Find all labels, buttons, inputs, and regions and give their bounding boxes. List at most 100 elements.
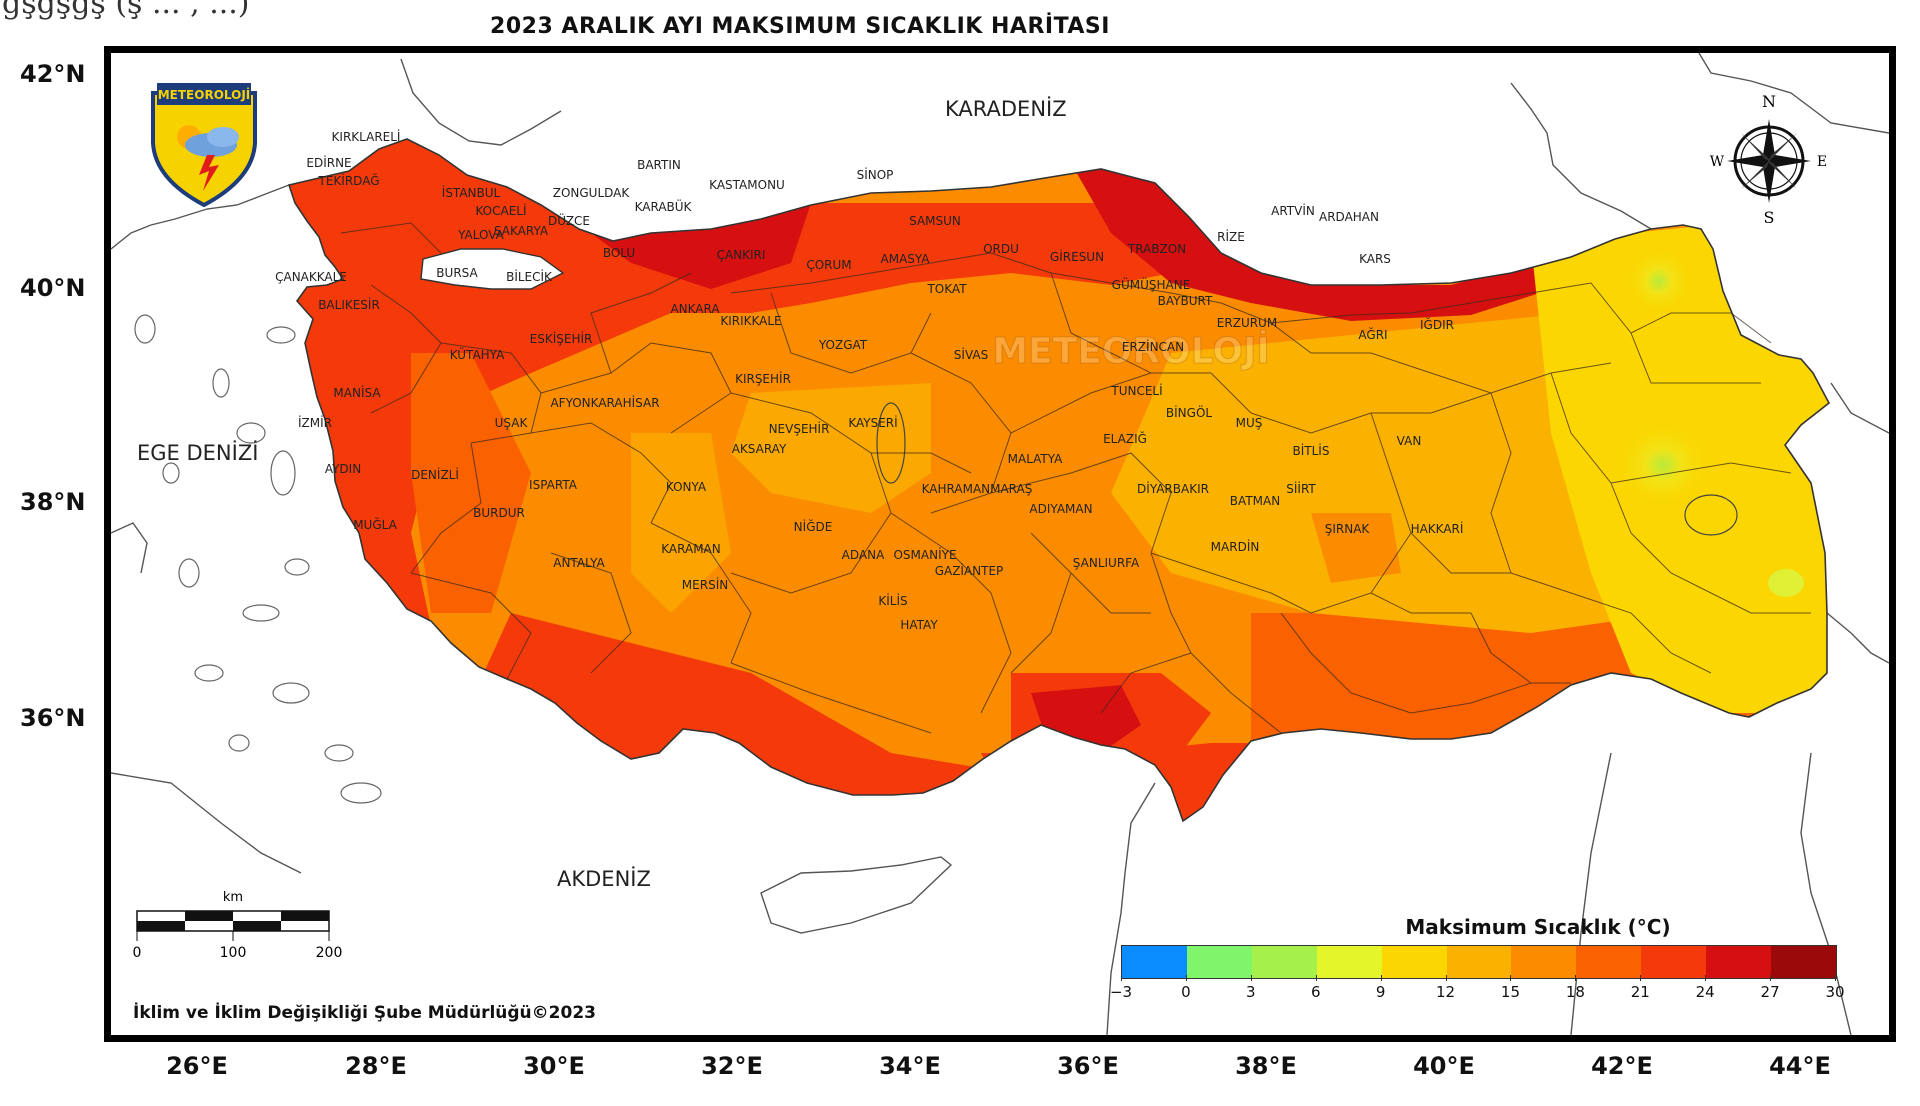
province-label: ŞIRNAK (1324, 522, 1370, 536)
province-label: AYDIN (324, 462, 362, 476)
province-label: BİTLİS (1292, 444, 1330, 458)
province-label: KIRŞEHİR (735, 372, 791, 386)
province-label: ÇORUM (806, 258, 852, 272)
province-label: TOKAT (927, 282, 967, 296)
province-label: HATAY (900, 618, 938, 632)
turkey-outline (287, 138, 1831, 823)
province-label: KAYSERİ (848, 416, 898, 430)
legend-tick-mark (1185, 975, 1187, 981)
province-label: KARAMAN (661, 542, 721, 556)
province-label: KOCAELİ (475, 204, 527, 218)
province-label: BİLECİK (506, 270, 552, 284)
province-label: HAKKARİ (1410, 522, 1464, 536)
province-label: ÇANAKKALE (275, 270, 347, 284)
province-label: UŞAK (494, 416, 528, 430)
legend-tick-label: 30 (1825, 983, 1845, 1001)
province-label: SAMSUN (909, 214, 961, 228)
province-label: BURDUR (473, 506, 525, 520)
province-label: ZONGULDAK (552, 186, 630, 200)
lon-label-38: 38°E (1235, 1052, 1297, 1080)
sea-label-akdeniz: AKDENİZ (557, 867, 651, 891)
province-label: ARTVİN (1271, 204, 1315, 218)
province-label: MANİSA (333, 386, 381, 400)
province-label: ARDAHAN (1319, 210, 1379, 224)
province-label: GAZİANTEP (934, 564, 1004, 578)
province-label: MUŞ (1235, 416, 1263, 430)
province-label: ISPARTA (529, 478, 577, 492)
lake-van (1684, 494, 1738, 536)
province-label: SAKARYA (493, 224, 549, 238)
legend-tick-mark (1835, 975, 1836, 981)
province-label: KIRKLARELİ (331, 130, 401, 144)
map-title: 2023 ARALIK AYI MAKSIMUM SICAKLIK HARİTA… (490, 14, 1110, 39)
legend-swatch (1641, 946, 1707, 978)
province-label: BATMAN (1229, 494, 1281, 508)
lon-label-32: 32°E (701, 1052, 763, 1080)
province-label: BALIKESİR (318, 298, 380, 312)
legend-tick-mark (1445, 975, 1447, 981)
map-frame[interactable]: METEOROLOJİ KARADENİZ EGE DENİZİ AKDENİZ… (104, 46, 1896, 1042)
lon-label-30: 30°E (523, 1052, 585, 1080)
province-label: ELAZIĞ (1103, 432, 1147, 446)
temperature-map[interactable]: METEOROLOJİ (111, 53, 1889, 1035)
legend-title: Maksimum Sıcaklık (°C) (1405, 915, 1671, 939)
lon-label-36: 36°E (1057, 1052, 1119, 1080)
province-label: AMASYA (880, 252, 930, 266)
province-label: KASTAMONU (709, 178, 785, 192)
sea-label-karadeniz: KARADENİZ (945, 97, 1067, 121)
lat-label-38: 38°N (20, 488, 86, 516)
province-label: MALATYA (1007, 452, 1063, 466)
province-label: SİNOP (856, 168, 894, 182)
province-label: OSMANİYE (893, 548, 957, 562)
lon-label-42: 42°E (1591, 1052, 1653, 1080)
province-label: İSTANBUL (441, 186, 501, 200)
province-label: TUNCELİ (1111, 384, 1163, 398)
province-label: KARS (1359, 252, 1391, 266)
legend-tick-mark (1121, 975, 1122, 981)
lon-label-44: 44°E (1769, 1052, 1831, 1080)
province-label: AĞRI (1358, 328, 1388, 342)
legend-swatch (1706, 946, 1772, 978)
legend-swatch (1316, 946, 1382, 978)
legend-tick-label: 9 (1375, 983, 1386, 1001)
province-label: YOZGAT (818, 338, 868, 352)
legend-tick-label: 0 (1181, 983, 1191, 1001)
province-label: ŞANLIURFA (1072, 556, 1140, 570)
temperature-field (289, 139, 1829, 821)
province-label: AFYONKARAHİSAR (550, 396, 660, 410)
province-label: VAN (1396, 434, 1422, 448)
province-label: KÜTAHYA (449, 348, 505, 362)
legend-swatch (1576, 946, 1642, 978)
province-label: DİYARBAKIR (1137, 482, 1209, 496)
province-label: ERZURUM (1216, 316, 1278, 330)
legend-tick-label: 12 (1435, 983, 1456, 1001)
cropped-header-text: ğşğşğş (ş ... , ...) (2, 0, 250, 21)
province-label: KONYA (665, 480, 707, 494)
legend-tick-mark (1575, 975, 1577, 981)
legend-tick-mark (1510, 975, 1512, 981)
lat-label-40: 40°N (20, 274, 86, 302)
legend-tick-label: 24 (1695, 983, 1715, 1001)
province-label: YALOVA (458, 228, 504, 242)
marmara-sea (420, 248, 565, 290)
province-label: KIRIKKALE (720, 314, 782, 328)
province-label: MARDİN (1210, 540, 1260, 554)
lon-label-40: 40°E (1413, 1052, 1475, 1080)
legend-tick-mark (1770, 975, 1772, 981)
lat-label-36: 36°N (20, 704, 86, 732)
province-label: DÜZCE (548, 214, 590, 228)
background-coastlines (111, 53, 1889, 1035)
svg-text:0: 0 (133, 945, 141, 961)
province-label: SİVAS (953, 348, 989, 362)
province-label: ANKARA (670, 302, 720, 316)
province-label: GİRESUN (1049, 250, 1105, 264)
legend-tick-label: 21 (1630, 983, 1650, 1001)
province-label: RİZE (1217, 230, 1245, 244)
legend-tick-label: −3 (1109, 983, 1133, 1001)
legend-swatch (1381, 946, 1447, 978)
province-label: DENİZLİ (411, 468, 459, 482)
province-label: KARABÜK (634, 200, 692, 214)
province-label: İZMİR (298, 416, 332, 430)
legend-tick-mark (1705, 975, 1707, 981)
svg-text:E: E (1817, 154, 1827, 170)
